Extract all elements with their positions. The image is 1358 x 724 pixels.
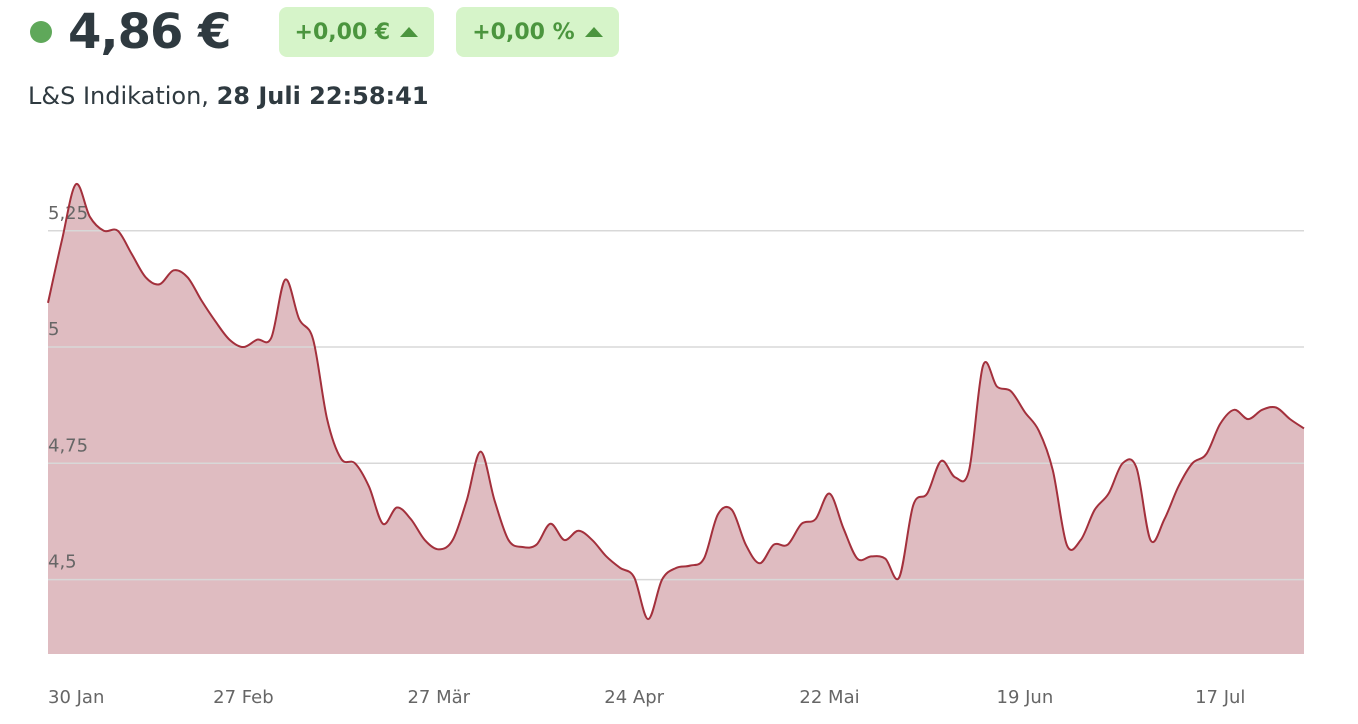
up-icon bbox=[400, 27, 419, 37]
y-tick-label: 5 bbox=[48, 319, 59, 340]
timestamp: 28 Juli 22:58:41 bbox=[216, 82, 429, 110]
x-tick-label: 27 Mär bbox=[407, 687, 470, 708]
x-tick-label: 19 Jun bbox=[997, 687, 1054, 708]
x-tick-label: 17 Jul bbox=[1195, 687, 1245, 708]
x-tick-label: 22 Mai bbox=[799, 687, 859, 708]
y-tick-label: 4,75 bbox=[48, 435, 88, 456]
price: 4,86 € bbox=[68, 4, 232, 60]
x-tick-label: 24 Apr bbox=[604, 687, 664, 708]
quote-header: 4,86 € +0,00 € +0,00 % bbox=[30, 4, 641, 60]
change-abs: +0,00 € bbox=[294, 19, 391, 45]
x-tick-label: 27 Feb bbox=[213, 687, 274, 708]
price-line bbox=[47, 183, 1305, 621]
area-fill bbox=[48, 183, 1304, 654]
change-abs-badge: +0,00 € bbox=[278, 7, 435, 57]
change-pct-badge: +0,00 % bbox=[456, 7, 619, 57]
source-line: L&S Indikation, 28 Juli 22:58:41 bbox=[28, 82, 429, 110]
source: L&S Indikation, bbox=[28, 82, 209, 110]
change-pct: +0,00 % bbox=[472, 19, 575, 45]
up-icon bbox=[584, 27, 603, 37]
y-tick-label: 4,5 bbox=[48, 552, 77, 573]
status-dot bbox=[30, 21, 52, 43]
x-tick-label: 30 Jan bbox=[48, 687, 104, 708]
